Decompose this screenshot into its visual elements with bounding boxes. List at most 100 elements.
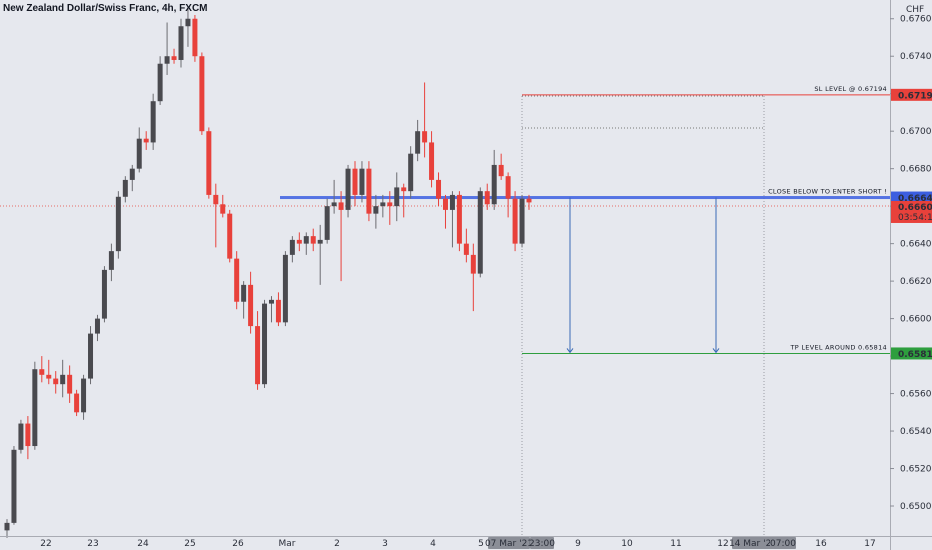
- candle-body: [345, 168, 351, 210]
- candle-body: [67, 374, 73, 394]
- candle-body: [157, 63, 163, 102]
- candle-body: [164, 56, 170, 64]
- entry-level-line: [280, 196, 890, 200]
- candle-body: [262, 303, 268, 385]
- candle-body: [380, 202, 386, 207]
- sl-annotation: SL LEVEL @ 0.67194: [814, 85, 887, 93]
- candle-body: [220, 204, 226, 214]
- time-tick-label: 26: [232, 539, 244, 549]
- candle-body: [199, 56, 205, 132]
- price-tick-label: 0.67600: [900, 15, 932, 25]
- candle-body: [491, 164, 497, 205]
- currency-label: CHF: [906, 5, 924, 15]
- time-tick-label: 23: [87, 539, 98, 549]
- time-tick-label: 25: [184, 539, 195, 549]
- candle-body: [101, 269, 107, 319]
- candle-body: [81, 378, 87, 413]
- candle-body: [303, 236, 309, 244]
- candle-body: [484, 191, 490, 205]
- candle-body: [289, 239, 295, 255]
- candle-body: [53, 378, 59, 385]
- candle-body: [185, 18, 191, 27]
- candle-body: [25, 423, 31, 447]
- candle-body: [171, 56, 177, 60]
- candle-body: [4, 522, 10, 531]
- candle-body: [241, 284, 247, 302]
- time-tick-label: Mar: [279, 539, 296, 549]
- time-tick-label: 10: [621, 539, 633, 549]
- candle-body: [449, 194, 455, 210]
- time-tick-label: 9: [575, 539, 581, 549]
- candle-body: [227, 213, 233, 259]
- entry-price-tag-background: [891, 191, 932, 204]
- candle-body: [463, 243, 469, 255]
- candle-body: [373, 206, 379, 214]
- candle-body: [248, 284, 254, 327]
- candle-body: [11, 449, 17, 523]
- candle-body: [442, 198, 448, 210]
- time-range-marker: [488, 537, 530, 549]
- last-price-tag-background: [891, 200, 932, 223]
- candle-body: [108, 251, 114, 270]
- candle-body: [470, 254, 476, 274]
- candlestick-series: [4, 7, 532, 538]
- candle-body: [408, 153, 414, 192]
- candle-body: [268, 299, 274, 304]
- tp-price-tag-background: [891, 347, 932, 360]
- candle-body: [519, 198, 525, 244]
- price-axis[interactable]: 0.650000.652000.654000.656000.658000.660…: [890, 0, 932, 550]
- time-range-marker: [732, 537, 774, 549]
- tp-annotation: TP LEVEL AROUND 0.65814: [790, 343, 887, 351]
- candle-body: [456, 194, 462, 244]
- candle-body: [115, 196, 121, 252]
- tp-price-tag: 0.65814: [898, 350, 932, 360]
- candle-body: [352, 168, 358, 195]
- candle-body: [282, 254, 288, 323]
- candle-body: [331, 202, 337, 207]
- time-tick-label: 2: [334, 539, 340, 549]
- candle-body: [94, 318, 100, 334]
- candle-body: [39, 369, 45, 375]
- candle-body: [296, 239, 302, 244]
- candle-body: [429, 142, 435, 180]
- time-tick-label: 16: [815, 539, 827, 549]
- time-tick-label: 17: [864, 539, 875, 549]
- time-tick-label: 24: [137, 539, 149, 549]
- candle-body: [477, 191, 483, 274]
- candle-body: [255, 326, 261, 385]
- candle-body: [192, 18, 198, 57]
- candle-body: [317, 239, 323, 244]
- candle-body: [122, 179, 128, 197]
- candle-body: [498, 164, 504, 177]
- time-tick-label: 5: [478, 539, 484, 549]
- candle-body: [422, 131, 428, 143]
- time-range-label: 07 Mar '21: [485, 539, 533, 549]
- entry-annotation: CLOSE BELOW TO ENTER SHORT !: [768, 188, 887, 196]
- candle-body: [359, 168, 365, 195]
- candle-body: [74, 393, 80, 413]
- candle-body: [394, 187, 400, 207]
- candle-body: [505, 176, 511, 199]
- candle-body: [46, 374, 52, 379]
- projection-arrow-head: [566, 348, 574, 354]
- candle-body: [213, 194, 219, 205]
- time-axis[interactable]: 2223242526Mar23458910111215161707 Mar '2…: [0, 536, 932, 550]
- time-range-marker: [770, 537, 796, 549]
- entry-price-tag: 0.66646: [898, 194, 932, 204]
- time-tick-label: 3: [382, 539, 388, 549]
- candle-body: [366, 168, 372, 214]
- candle-body: [60, 374, 66, 385]
- time-range-label: 07:00: [770, 539, 796, 549]
- last-price-tag: 0.66601: [898, 203, 932, 213]
- candle-body: [275, 299, 281, 323]
- time-tick-label: 4: [430, 539, 436, 549]
- candle-body: [88, 333, 94, 379]
- candle-body: [143, 138, 149, 143]
